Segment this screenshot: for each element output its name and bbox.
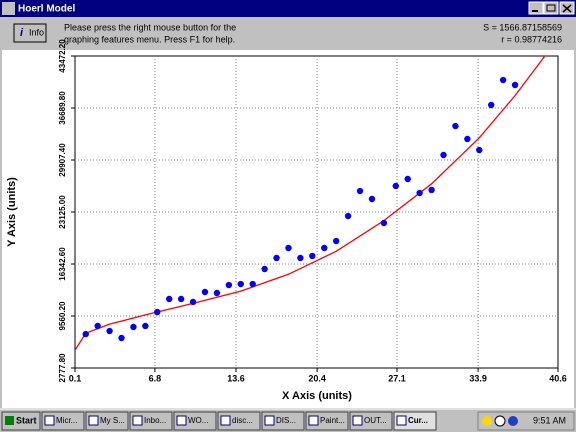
taskbar-icon: [396, 415, 407, 426]
taskbar-label: Paint...: [320, 416, 345, 425]
data-point: [94, 322, 101, 330]
taskbar-label: Inbo...: [144, 416, 166, 425]
stat-s: S = 1566.87158569: [483, 22, 562, 32]
data-point: [249, 280, 256, 288]
data-point: [404, 175, 411, 183]
data-point: [440, 151, 447, 159]
taskbar-icon: [352, 415, 363, 426]
window-title: Hoerl Model: [18, 4, 75, 15]
chart: 0.1 6.8 13.6 20.4 27.1 33.9 40.6 2777.80 9560.20…: [58, 39, 567, 384]
taskbar-icon: [176, 415, 187, 426]
data-point: [106, 327, 113, 335]
taskbar-icon: [264, 415, 275, 426]
data-point: [392, 182, 400, 190]
y-axis-label: Y Axis (units): [6, 177, 18, 247]
tray-icon: [494, 415, 506, 427]
data-point: [464, 135, 471, 143]
maximize-button[interactable]: [543, 1, 559, 15]
data-point: [332, 237, 340, 245]
data-point: [225, 281, 233, 289]
clock: 9:51 AM: [533, 415, 566, 425]
tray-icon: [482, 416, 492, 426]
taskbar-icon: [88, 415, 99, 426]
data-point: [237, 280, 244, 288]
data-point: [201, 288, 209, 296]
start-label: Start: [16, 415, 37, 425]
y-tick-label: 9560.20: [58, 301, 67, 330]
title-bar: [0, 0, 576, 17]
info-button-label: Info: [29, 27, 44, 37]
data-point: [380, 219, 388, 227]
x-tick-label: 20.4: [308, 373, 326, 383]
data-point: [356, 187, 364, 195]
data-point: [189, 298, 197, 306]
start-icon: [5, 416, 14, 425]
data-point: [213, 289, 221, 297]
help-text: graphing features menu. Press F1 for hel…: [64, 34, 235, 44]
data-point: [166, 295, 173, 303]
fit-curve: [75, 56, 546, 351]
taskbar-label: My S...: [100, 416, 125, 425]
data-point: [476, 146, 483, 154]
taskbar-icon: [220, 415, 231, 426]
data-point: [511, 81, 519, 89]
taskbar-label: disc...: [232, 416, 253, 425]
data-point: [416, 189, 423, 197]
y-tick-label: 43472.20: [58, 39, 67, 73]
y-tick-label: 23125.00: [58, 195, 67, 229]
data-point: [273, 254, 280, 262]
data-point: [428, 186, 435, 194]
data-point: [297, 254, 304, 262]
minimize-button[interactable]: [528, 1, 544, 15]
data-point: [499, 76, 507, 84]
y-tick-label: 2777.80: [58, 353, 67, 382]
app-icon: [2, 2, 15, 15]
data-point: [118, 334, 125, 342]
data-point: [488, 101, 495, 109]
taskbar-label: WO...: [188, 416, 208, 425]
data-point: [261, 265, 268, 273]
y-tick-label: 29907.40: [58, 143, 67, 177]
data-point: [285, 244, 292, 252]
y-tick-label: 16342.60: [58, 247, 67, 281]
stat-r: r = 0.98774216: [501, 34, 562, 44]
x-tick-label: 0.1: [69, 373, 82, 383]
x-tick-label: 40.6: [549, 373, 567, 383]
taskbar-items: Start Micr... My S... Inbo... WO... disc... DI…: [1, 411, 437, 431]
help-text: Please press the right mouse button for …: [64, 22, 236, 32]
x-axis-label: X Axis (units): [282, 390, 352, 402]
data-point: [82, 330, 89, 338]
x-tick-label: 27.1: [388, 373, 406, 383]
tray-icon: [508, 416, 518, 426]
data-point: [142, 322, 149, 330]
window-controls[interactable]: [528, 1, 575, 15]
taskbar-label: Cur...: [408, 416, 428, 425]
taskbar-icon: [44, 415, 55, 426]
data-point: [452, 122, 459, 130]
data-point: [344, 212, 352, 220]
taskbar-label: DIS...: [276, 416, 296, 425]
taskbar-icon: [132, 415, 143, 426]
x-tick-label: 33.9: [469, 373, 487, 383]
x-tick-label: 13.6: [227, 373, 245, 383]
data-point: [321, 244, 328, 252]
y-tick-label: 36689.80: [58, 91, 67, 125]
taskbar-label: OUT...: [364, 416, 387, 425]
taskbar-icon: [308, 415, 319, 426]
data-point: [154, 308, 161, 316]
x-tick-label: 6.8: [149, 373, 162, 383]
data-point: [309, 252, 316, 260]
data-point: [177, 295, 185, 303]
system-tray: [477, 411, 575, 431]
data-point: [368, 195, 376, 203]
taskbar-label: Micr...: [56, 416, 77, 425]
info-icon: i: [20, 27, 24, 39]
info-button[interactable]: [13, 23, 47, 43]
data-point: [130, 323, 137, 331]
